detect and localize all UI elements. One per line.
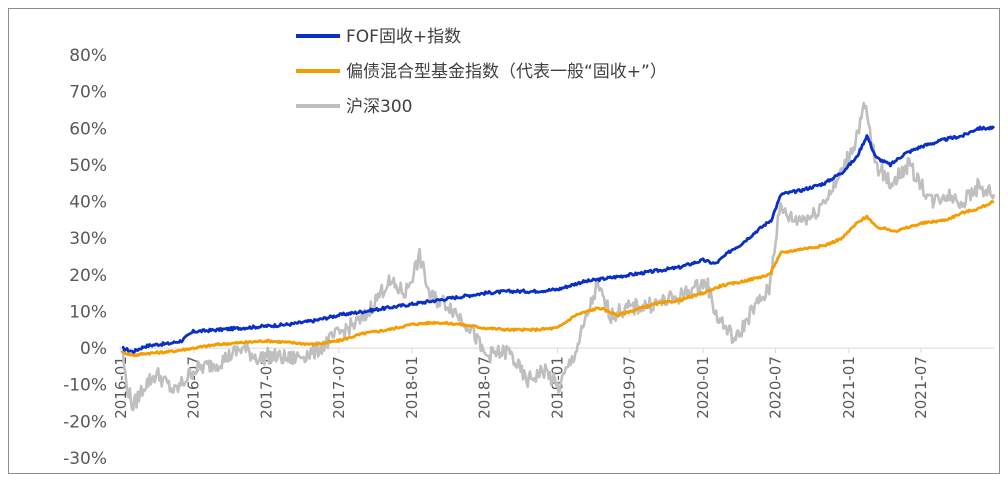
y-tick-label: 70% (69, 83, 107, 103)
x-tick-label: 2017-07 (330, 356, 348, 419)
x-tick-label: 2018-07 (475, 356, 493, 419)
y-tick-label: 0% (80, 339, 107, 359)
y-tick-label: 30% (69, 229, 107, 249)
series-lines (120, 101, 996, 412)
series-line-1 (121, 200, 995, 358)
x-tick-label: 2020-07 (767, 356, 785, 419)
legend-label-1: 偏债混合型基金指数（代表一般“固收+”） (346, 62, 667, 82)
x-tick-label: 2020-01 (694, 356, 712, 419)
y-tick-label: -30% (63, 449, 107, 469)
series-line-0 (121, 125, 996, 354)
y-tick-label: 80% (69, 46, 107, 66)
series-line-2 (120, 101, 996, 412)
x-tick-label: 2021-01 (840, 356, 858, 419)
chart-frame: 80% 70% 60% 50% 40% 30% 20% 10% 0% -10% -20% -30% 2… (8, 8, 1000, 474)
y-tick-label: -20% (63, 412, 107, 432)
y-tick-label: -10% (63, 376, 107, 396)
y-tick-label: 10% (69, 302, 107, 322)
x-tick-label: 2018-01 (403, 356, 421, 419)
y-axis-ticks: 80% 70% 60% 50% 40% 30% 20% 10% 0% -10% -20% -30% (63, 46, 107, 469)
x-axis-ticks: 2016-01 2016-07 2017-01 2017-07 2018-01 2018-… (112, 348, 930, 419)
y-tick-label: 50% (69, 156, 107, 176)
y-tick-label: 60% (69, 119, 107, 139)
x-tick-label: 2017-01 (258, 356, 276, 419)
y-tick-label: 20% (69, 266, 107, 286)
y-tick-label: 40% (69, 193, 107, 213)
legend-label-0: FOF固收+指数 (346, 27, 461, 47)
line-chart: 80% 70% 60% 50% 40% 30% 20% 10% 0% -10% -20% -30% 2… (63, 27, 996, 469)
x-tick-label: 2021-07 (912, 356, 930, 419)
legend-label-2: 沪深300 (346, 97, 412, 117)
x-tick-label: 2019-07 (621, 356, 639, 419)
